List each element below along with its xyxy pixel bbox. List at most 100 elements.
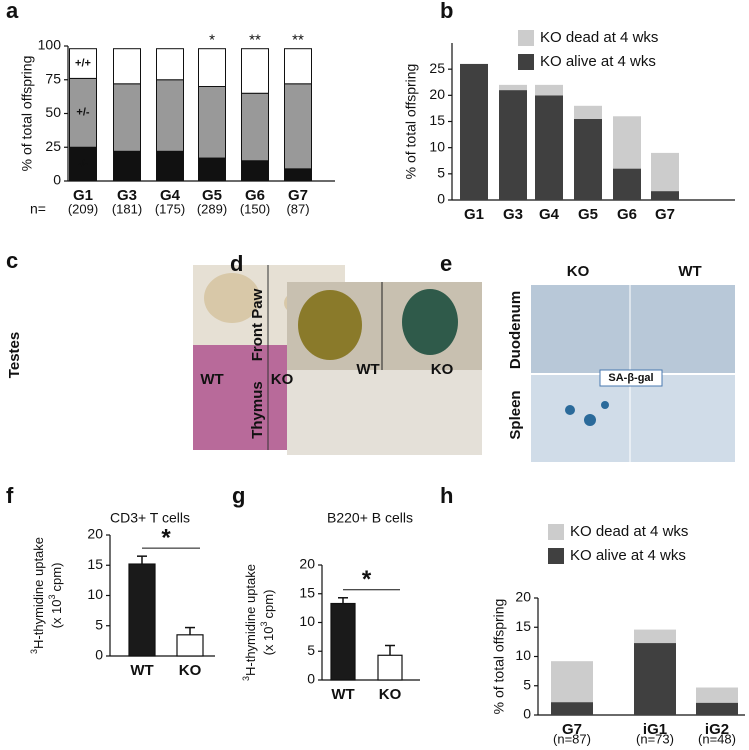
y-tick-label: 0 [437,191,445,207]
bar-segment [284,48,312,85]
bar-segment [156,79,184,152]
bar-segment [69,146,97,182]
legend-swatch [548,524,564,540]
x-tick-label: WT [331,686,354,703]
image-label: WT [678,263,701,280]
photo [584,414,596,426]
y-tick-label: 100 [38,37,62,53]
chart-a: a 0 25 50 75 100% of total offspring G1(209) G3… [6,0,335,217]
y-tick-label: 0 [523,706,531,722]
photo [402,289,458,355]
bar-segment [551,661,593,703]
bar-segment [634,643,676,715]
x-tick-label: G6 [245,187,265,204]
y-tick-label: 20 [299,556,315,572]
chart-title: CD3+ T cells [110,510,190,526]
bar-segment [113,83,141,152]
bar-segment [69,48,97,79]
n-label: (n=48) [698,731,736,746]
photo [601,401,609,409]
y-tick-label: 20 [515,589,531,605]
x-tick-label: G1 [73,187,93,204]
y-axis-label: % of total offspring [403,64,419,180]
y-axis-label: % of total offspring [19,56,35,172]
y-tick-label: 5 [95,616,103,632]
y-tick-label: 5 [523,676,531,692]
image-label: KO [567,263,590,280]
y-tick-label: 15 [515,618,531,634]
bar-segment [284,168,312,182]
photo [531,375,735,462]
bar-segment [499,90,527,200]
y-axis-label-part: H-thymidine uptake [31,537,46,649]
panel-letter: e [440,251,452,276]
bar [330,602,356,681]
x-tick-label: G1 [464,206,484,223]
y-tick-label: 10 [429,138,445,154]
x-tick-label: G3 [503,206,523,223]
y-axis-label: (x 103 cpm) [259,590,276,656]
photo [565,405,575,415]
photo [298,290,362,360]
significance: * [161,525,171,552]
x-tick-label: G3 [117,187,137,204]
bar-segment [284,83,312,170]
legend-label: KO alive at 4 wks [570,547,686,564]
x-tick-label: iG1 [643,721,667,738]
photo [287,370,482,455]
y-tick-label: 15 [429,112,445,128]
chart-title: B220+ B cells [327,510,413,526]
bar-segment [696,702,738,715]
n-label: (181) [112,201,142,216]
legend-swatch [548,548,564,564]
y-tick-label: 0 [53,172,61,188]
bar-segment [156,150,184,182]
bar-segment [241,92,269,162]
y-axis-label-part: cpm) [49,563,64,592]
n-label: (n=73) [636,731,674,746]
photo [531,285,735,373]
bar-segment [696,687,738,703]
panel-letter: b [440,0,453,23]
y-axis-label-part: 3 [241,676,251,681]
bar-segment [613,116,641,169]
y-tick-label: 25 [45,138,61,154]
n-label: (209) [68,201,98,216]
image-panel-e [531,285,735,462]
y-tick-label: 15 [299,584,315,600]
bar-segment [198,48,226,87]
panel-letter: c [6,248,18,273]
bar-segment [198,86,226,159]
y-tick-label: 50 [45,104,61,120]
image-panel-d [287,282,482,455]
x-tick-label: G7 [288,187,308,204]
x-tick-label: G7 [655,206,675,223]
bar-segment [535,95,563,200]
image-label: KO [271,371,294,388]
y-tick-label: 10 [299,613,315,629]
x-tick-label: G4 [539,206,560,223]
series-label: +/+ [75,57,91,69]
panel-letter: f [6,483,14,508]
y-axis-label: % of total offspring [491,599,507,715]
y-tick-label: 20 [429,86,445,102]
y-tick-label: 0 [95,647,103,663]
bar-segment [198,157,226,182]
legend-label: KO dead at 4 wks [570,523,688,540]
x-tick-label: G5 [578,206,598,223]
side-label: Duodenum [507,291,524,369]
chart-h: h 0 5 10 15 20 % of total offspring G7(n=87) iG1… [440,483,745,746]
bar-segment [241,48,269,94]
image-label: WT [356,361,379,378]
side-label: Thymus [249,381,266,439]
bar-segment [613,168,641,200]
y-axis-label-part: H-thymidine uptake [243,564,258,676]
bar-segment [535,84,563,96]
y-axis-label-part: (x 10 [49,600,64,629]
panel-letter: d [230,251,243,276]
legend-swatch [518,54,534,70]
y-axis-label-part: 3 [29,649,39,654]
bar [377,654,403,681]
bar-segment [113,48,141,85]
